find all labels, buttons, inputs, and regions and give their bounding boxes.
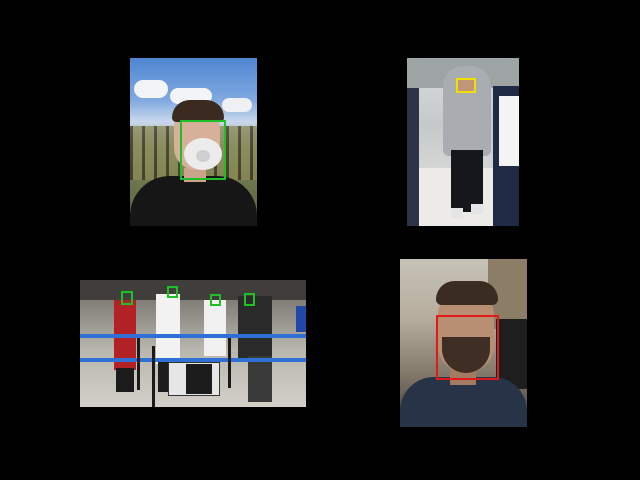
background-person bbox=[407, 88, 419, 226]
worker-white-coat bbox=[156, 294, 180, 364]
ceiling bbox=[80, 280, 306, 300]
person-hair bbox=[172, 100, 224, 122]
person-torso bbox=[130, 176, 257, 226]
blue-sign bbox=[296, 306, 306, 332]
person-face bbox=[457, 78, 475, 92]
queue-rope bbox=[80, 334, 306, 338]
detection-box-no-mask bbox=[436, 315, 499, 380]
queue-post bbox=[137, 338, 140, 390]
luggage-bag bbox=[186, 364, 212, 394]
photo-panel-airport bbox=[80, 280, 306, 407]
photo-panel-masked-selfie bbox=[130, 58, 257, 226]
worker-white-coat bbox=[204, 300, 226, 356]
cloud bbox=[134, 80, 168, 98]
queue-rope bbox=[80, 358, 306, 362]
shoe bbox=[451, 208, 463, 218]
detection-box-partial bbox=[456, 78, 476, 93]
detection-box-mask bbox=[244, 293, 255, 306]
background-person-shirt bbox=[499, 96, 519, 166]
queue-post bbox=[152, 346, 155, 407]
detection-box-mask bbox=[180, 120, 226, 180]
cloud bbox=[222, 98, 252, 112]
detection-box-mask bbox=[210, 294, 221, 306]
person-torso bbox=[400, 377, 527, 427]
traveler bbox=[238, 296, 272, 358]
mask-valve bbox=[196, 150, 210, 162]
queue-post bbox=[228, 338, 231, 388]
person-legs bbox=[451, 150, 483, 212]
detection-box-mask bbox=[167, 286, 178, 298]
detection-box-mask bbox=[121, 291, 133, 305]
person-hair bbox=[436, 281, 498, 305]
shoe bbox=[471, 204, 483, 214]
photo-panel-indoor-selfie bbox=[400, 259, 527, 427]
traveler-legs bbox=[248, 356, 272, 402]
worker-legs bbox=[116, 368, 134, 392]
photo-panel-corridor bbox=[407, 58, 519, 226]
